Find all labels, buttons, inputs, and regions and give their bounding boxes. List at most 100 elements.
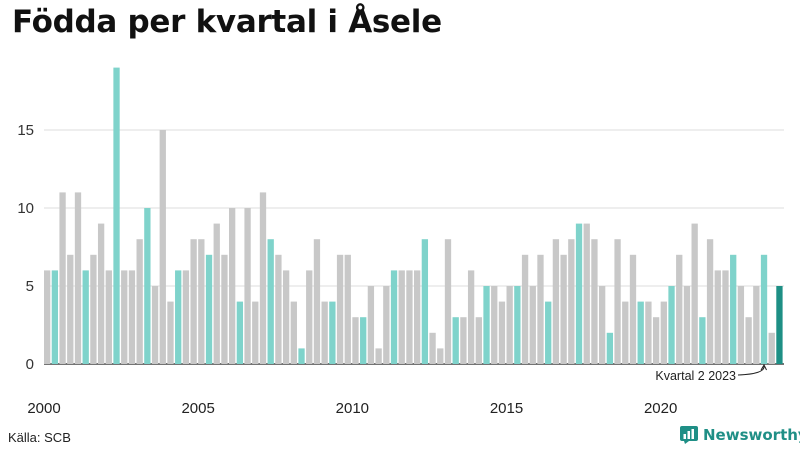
bar-2007-q2	[267, 239, 274, 364]
bar-2019-q1	[629, 254, 637, 364]
bar-2010-q2	[360, 317, 367, 364]
bar-2010-q3	[367, 286, 375, 364]
bar-2006-q4	[252, 301, 259, 364]
bar-2016-q1	[537, 254, 544, 364]
bar-2020-q2	[668, 286, 675, 364]
bar-chart: 0 5 10 15 2000 2005 2010 2015 2020 Kvartal 2 20…	[17, 67, 784, 417]
bar-2023-q4	[776, 286, 783, 364]
bar-2008-q3	[306, 270, 313, 364]
bar-2020-q3	[676, 254, 683, 364]
annotation-arrowhead	[760, 363, 767, 371]
bar-2013-q4	[467, 270, 475, 364]
bar-2001-q4	[97, 223, 105, 364]
bar-2016-q2	[545, 301, 552, 364]
x-tick-label: 2000	[27, 400, 60, 417]
bar-2023-q1	[753, 286, 760, 364]
bar-2010-q1	[352, 317, 359, 364]
bar-2004-q4	[190, 239, 197, 364]
bar-2008-q4	[313, 239, 321, 364]
bar-2019-q2	[637, 301, 644, 364]
bar-2022-q1	[722, 270, 729, 364]
bar-2022-q3	[737, 286, 745, 364]
bar-2020-q1	[660, 301, 667, 364]
bar-2014-q3	[491, 286, 498, 364]
bar-2014-q2	[483, 286, 490, 364]
bar-2013-q3	[460, 317, 467, 364]
chart-title: Födda per kvartal i Åsele	[12, 4, 442, 40]
bar-2008-q1	[290, 301, 297, 364]
annotation: Kvartal 2 2023	[655, 363, 767, 383]
newsworthy-logo[interactable]: Newsworthy	[680, 426, 800, 444]
bar-2018-q3	[614, 239, 621, 364]
bar-2004-q3	[182, 270, 190, 364]
bar-2002-q1	[105, 270, 112, 364]
bar-2001-q2	[82, 270, 89, 364]
bar-2007-q4	[282, 270, 290, 364]
bar-2022-q2	[730, 254, 737, 364]
bar-2004-q1	[167, 301, 174, 364]
newsworthy-logo-text: Newsworthy	[703, 426, 800, 444]
bar-2003-q2	[144, 208, 151, 364]
x-tick-label: 2010	[336, 400, 369, 417]
bar-2016-q3	[552, 239, 560, 364]
bar-2013-q2	[452, 317, 459, 364]
bar-2015-q3	[521, 254, 529, 364]
bar-2023-q2	[760, 254, 768, 364]
x-tick-labels: 2000 2005 2010 2015 2020	[27, 400, 677, 417]
bar-2014-q1	[475, 317, 482, 364]
bar-2003-q1	[136, 239, 143, 364]
bar-2011-q3	[398, 270, 405, 364]
bar-2011-q1	[383, 286, 390, 364]
bar-2019-q4	[652, 317, 660, 364]
bar-2003-q3	[151, 286, 159, 364]
bar-2013-q1	[444, 239, 452, 364]
bar-2005-q4	[221, 254, 228, 364]
bar-2018-q4	[622, 301, 629, 364]
bar-2009-q2	[329, 301, 336, 364]
bar-2021-q2	[699, 317, 706, 364]
bar-2019-q3	[645, 301, 652, 364]
bars	[44, 67, 783, 364]
bar-2009-q4	[344, 254, 351, 364]
bar-2000-q3	[59, 192, 66, 364]
bar-2021-q1	[691, 223, 698, 364]
bar-2021-q4	[714, 270, 721, 364]
bar-2017-q3	[583, 223, 590, 364]
y-tick-label: 10	[17, 200, 34, 217]
bar-2009-q1	[321, 301, 328, 364]
bar-2007-q3	[275, 254, 282, 364]
bar-2005-q3	[213, 223, 220, 364]
bar-2000-q4	[67, 254, 74, 364]
bar-2006-q2	[236, 301, 244, 364]
bar-2002-q3	[121, 270, 128, 364]
annotation-label: Kvartal 2 2023	[655, 369, 736, 383]
y-tick-label: 15	[17, 122, 34, 139]
newsworthy-logo-icon	[680, 426, 698, 444]
bar-2000-q1	[44, 270, 51, 364]
bar-2015-q1	[506, 286, 513, 364]
bar-2000-q2	[51, 270, 59, 364]
bar-2011-q2	[390, 270, 398, 364]
bar-2002-q2	[113, 67, 120, 364]
bar-2005-q1	[198, 239, 205, 364]
bar-2015-q2	[514, 286, 521, 364]
bar-2012-q4	[437, 348, 444, 364]
bar-2016-q4	[560, 254, 567, 364]
x-tick-label: 2005	[181, 400, 214, 417]
bar-2011-q4	[406, 270, 413, 364]
bar-2022-q4	[745, 317, 752, 364]
x-tick-label: 2020	[644, 400, 677, 417]
bar-2001-q3	[90, 254, 97, 364]
annotation-arrow	[737, 365, 765, 376]
bar-2007-q1	[259, 192, 267, 364]
bar-2021-q3	[706, 239, 714, 364]
y-tick-label: 5	[26, 278, 34, 295]
source-label: Källa: SCB	[8, 430, 71, 445]
bar-2017-q2	[575, 223, 583, 364]
y-tick-label: 0	[26, 356, 34, 373]
bar-2014-q4	[498, 301, 506, 364]
bar-2017-q4	[591, 239, 598, 364]
bar-2003-q4	[159, 130, 166, 364]
bar-2008-q2	[298, 348, 305, 364]
bar-2002-q4	[128, 270, 136, 364]
